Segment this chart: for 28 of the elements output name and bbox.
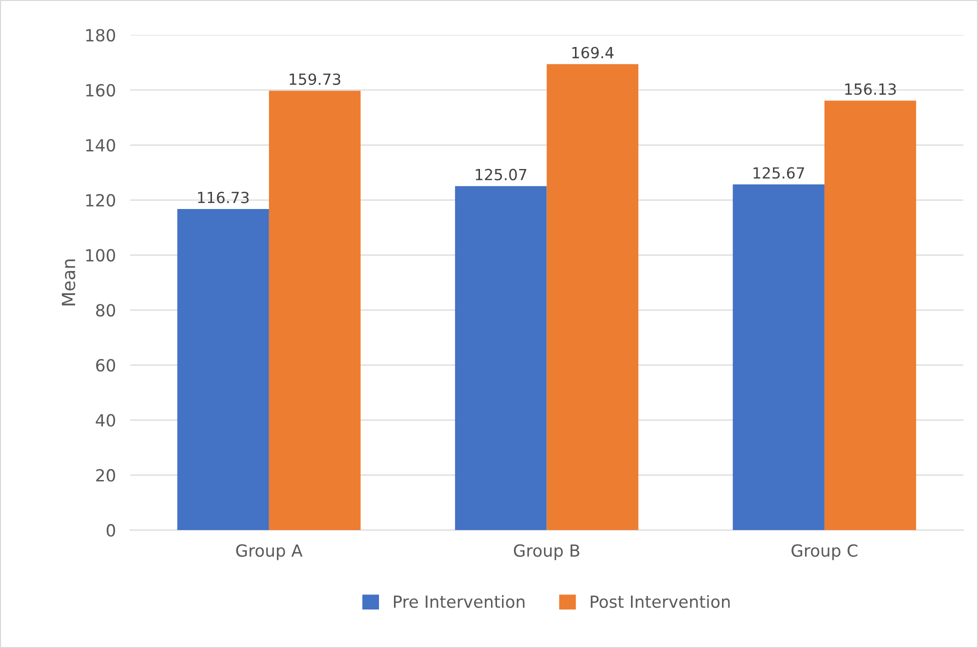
y-tick-label: 40 (96, 414, 116, 427)
y-tick-label: 120 (86, 194, 116, 207)
data-label: 125.67 (754, 167, 804, 179)
y-tick-label: 60 (96, 359, 116, 372)
x-tick-label: Group B (514, 544, 580, 560)
bar (732, 184, 824, 530)
bar (268, 90, 361, 530)
data-label: 116.73 (198, 192, 249, 204)
y-tick-label: 80 (96, 304, 116, 317)
bar (824, 100, 916, 530)
bar (455, 186, 547, 530)
legend-label: Pre Intervention (394, 595, 524, 608)
y-tick-label: 160 (86, 84, 116, 97)
y-tick-label: 180 (86, 28, 116, 42)
y-tick-label: 100 (86, 248, 116, 262)
y-tick-label: 0 (106, 524, 116, 537)
data-label: 125.07 (476, 168, 526, 180)
legend-label: Post Intervention (590, 595, 730, 608)
y-tick-label: 140 (86, 138, 116, 152)
data-label: 159.73 (290, 73, 340, 86)
y-axis-title: Mean (62, 259, 76, 306)
x-tick-label: Group C (792, 544, 858, 560)
data-label: 156.13 (845, 83, 896, 95)
data-label: 169.4 (572, 46, 614, 58)
bar (546, 64, 638, 530)
bar (177, 209, 269, 530)
y-tick-label: 20 (96, 469, 116, 482)
x-tick-label: Group A (236, 544, 303, 560)
